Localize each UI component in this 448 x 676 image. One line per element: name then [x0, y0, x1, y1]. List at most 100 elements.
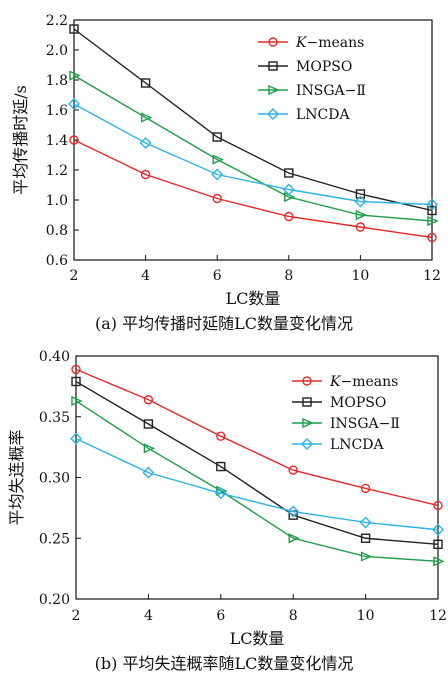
legend-entry: K−means: [295, 35, 364, 51]
x-tick-label: 6: [216, 608, 225, 624]
data-point: [214, 487, 227, 500]
data-point: [360, 533, 371, 543]
data-point: [140, 112, 153, 123]
x-tick-label: 10: [351, 268, 369, 284]
data-point: [282, 183, 295, 196]
y-tick-label: 1.4: [46, 133, 68, 149]
legend-marker: [301, 438, 313, 450]
series-line: [75, 400, 439, 563]
legend-marker: [302, 397, 312, 407]
series-line: [75, 380, 439, 546]
x-tick-label: 4: [141, 268, 150, 284]
data-point: [211, 168, 224, 181]
series-insga: [69, 70, 439, 227]
series-line: [73, 139, 433, 239]
series-line: [73, 74, 433, 222]
data-point: [284, 191, 296, 203]
data-point: [360, 551, 373, 562]
series-line: [73, 103, 433, 206]
data-point: [284, 168, 294, 178]
data-point: [354, 195, 367, 208]
y-tick-label: 0.20: [39, 592, 70, 608]
data-point: [68, 98, 80, 110]
legend-entry: MOPSO: [330, 395, 386, 411]
y-tick-label: 1.8: [46, 73, 68, 89]
series-line: [75, 437, 439, 531]
y-axis-label: 平均传播时延/s: [11, 85, 30, 195]
x-tick-label: 6: [213, 268, 222, 284]
data-point: [212, 193, 222, 204]
chart-caption: (b) 平均失连概率随LC数量变化情况: [95, 654, 354, 673]
series-mopso: [71, 376, 443, 550]
y-tick-label: 1.0: [46, 193, 68, 209]
data-point: [140, 169, 151, 180]
data-point: [212, 154, 224, 165]
data-point: [139, 137, 152, 149]
series-line: [75, 368, 439, 507]
x-tick-label: 12: [423, 268, 441, 284]
y-tick-label: 2.0: [46, 43, 68, 59]
data-point: [433, 500, 443, 511]
data-point: [69, 70, 81, 81]
data-point: [427, 232, 437, 243]
legend: K−means MOPSO INSGA−Ⅱ LNCDA: [292, 374, 400, 453]
y-axis-label: 平均失连概率: [7, 429, 26, 525]
y-tick-label: 0.6: [46, 253, 68, 269]
data-point: [427, 215, 439, 227]
data-point: [284, 211, 294, 222]
x-tick-label: 8: [284, 268, 293, 284]
legend-marker: [268, 84, 280, 96]
y-tick-label: 0.40: [39, 349, 70, 365]
chart-caption: (a) 平均传播时延随LC数量变化情况: [95, 314, 353, 333]
data-point: [212, 132, 222, 142]
data-point: [426, 198, 438, 211]
series-line: [73, 28, 433, 212]
series-k-means: [71, 364, 443, 511]
data-point: [140, 78, 151, 88]
x-axis-label: LC数量: [226, 289, 281, 308]
data-point: [287, 505, 300, 518]
data-point: [71, 395, 83, 407]
x-tick-label: 8: [289, 608, 298, 624]
legend-marker: [267, 108, 279, 120]
y-tick-label: 1.6: [46, 103, 68, 119]
data-point: [143, 395, 154, 405]
legend-marker: [302, 376, 312, 386]
data-point: [360, 483, 371, 494]
data-point: [143, 419, 154, 429]
series-mopso: [69, 24, 437, 216]
data-point: [359, 516, 372, 529]
legend-entry: MOPSO: [296, 59, 352, 75]
series-lncda: [70, 432, 444, 536]
y-tick-label: 0.8: [46, 223, 68, 239]
y-tick-label: 2.2: [46, 13, 68, 29]
data-point: [427, 205, 437, 216]
data-point: [71, 376, 81, 387]
legend-entry: LNCDA: [330, 437, 384, 453]
legend-marker: [268, 61, 278, 71]
legend-entry: K−means: [329, 374, 398, 390]
data-point: [216, 431, 226, 441]
legend-marker: [268, 37, 278, 47]
data-point: [433, 539, 443, 550]
x-tick-label: 2: [72, 608, 81, 624]
series-k-means: [69, 135, 437, 243]
data-point: [432, 523, 444, 536]
data-point: [355, 189, 366, 199]
legend-entry: INSGA−Ⅱ: [330, 416, 400, 432]
data-point: [69, 135, 79, 145]
data-point: [69, 24, 79, 34]
y-tick-label: 0.35: [39, 410, 70, 426]
data-point: [70, 432, 82, 445]
legend-entry: INSGA−Ⅱ: [296, 83, 366, 99]
data-point: [143, 443, 156, 454]
chart-b: 2 4 6 8 10 12 0.20 0.25 0.30 0.35 0.40 LC数量 平均失连概率 (b…: [7, 349, 447, 673]
data-point: [288, 465, 298, 475]
y-tick-label: 0.30: [39, 471, 70, 487]
x-tick-label: 10: [357, 608, 375, 624]
data-point: [71, 364, 81, 375]
y-tick-label: 1.2: [46, 163, 68, 179]
chart-a: 2 4 6 8 10 12 0.6 0.8 1.0 1.2 1.4 1.6 1.8 2.0 2.2 LC数量 平…: [11, 13, 441, 333]
data-point: [355, 222, 366, 232]
